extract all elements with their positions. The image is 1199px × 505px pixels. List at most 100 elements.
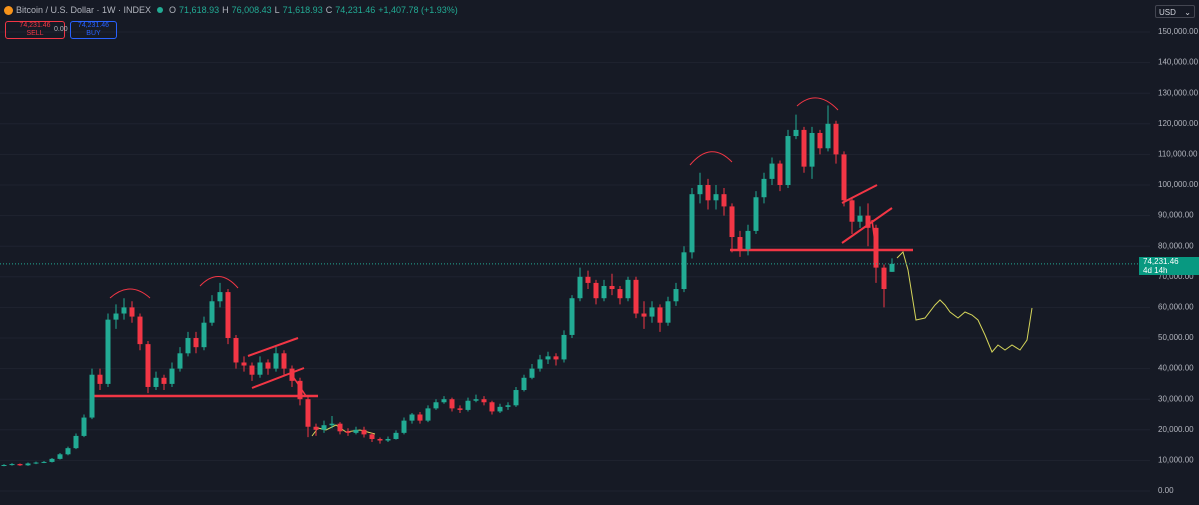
ohlc-label: C	[325, 5, 333, 15]
candle-body	[81, 417, 87, 436]
candle-body	[289, 368, 295, 381]
ohlc-label: O	[169, 5, 177, 15]
candle-body	[761, 178, 767, 198]
candle-body	[161, 377, 167, 384]
y-tick-label: 70,000.00	[1158, 272, 1194, 281]
candle-body	[545, 356, 551, 360]
candle-body	[809, 132, 815, 167]
candle-body	[185, 338, 191, 354]
y-tick-label: 0.00	[1158, 486, 1174, 495]
coin-icon	[4, 5, 13, 15]
ohlc-value: 71,618.93	[282, 5, 323, 15]
candle-body	[849, 200, 855, 222]
candle-body	[593, 282, 599, 299]
candle-body	[25, 463, 31, 466]
sell-price: 74,231.46	[19, 22, 51, 29]
candle-body	[601, 285, 607, 299]
candle-body	[577, 276, 583, 299]
y-tick-label: 50,000.00	[1158, 333, 1194, 342]
candle-body	[745, 230, 751, 250]
candle-body	[257, 362, 263, 375]
y-tick-label: 60,000.00	[1158, 303, 1194, 312]
candle-body	[177, 353, 183, 369]
candle-body	[201, 322, 207, 348]
candle-body	[321, 425, 327, 430]
candle-body	[313, 426, 319, 430]
candle-body	[529, 368, 535, 378]
candle-body	[193, 338, 199, 348]
candle-body	[489, 402, 495, 412]
candle-body	[385, 438, 391, 441]
candle-body	[625, 279, 631, 299]
candle-body	[585, 276, 591, 283]
candle-body	[513, 390, 519, 406]
ohlc-value: 71,618.93	[179, 5, 220, 15]
sell-button[interactable]: 74,231.46 SELL	[5, 21, 65, 39]
candle-body	[49, 458, 55, 462]
y-tick-label: 150,000.00	[1158, 27, 1199, 36]
candle-body	[481, 399, 487, 403]
y-tick-label: 40,000.00	[1158, 364, 1194, 373]
candle-body	[881, 267, 887, 290]
candle-body	[449, 399, 455, 409]
candle-body	[865, 215, 871, 228]
candle-body	[409, 414, 415, 421]
candle-body	[145, 344, 151, 387]
candle-body	[769, 163, 775, 179]
candle-body	[217, 292, 223, 302]
candle-body	[281, 353, 287, 369]
ohlc-value: 74,231.46	[335, 5, 376, 15]
candle-body	[249, 365, 255, 375]
candle-body	[153, 377, 159, 387]
countdown: 4d 14h	[1143, 266, 1168, 275]
arc	[109, 288, 151, 299]
candle-body	[713, 194, 719, 201]
buy-label: BUY	[86, 30, 101, 37]
candle-body	[505, 405, 511, 407]
candle-body	[777, 163, 783, 185]
candle-body	[265, 362, 271, 369]
channel-line	[841, 184, 878, 204]
candle-body	[737, 237, 743, 250]
candle-body	[441, 399, 447, 403]
arc	[796, 97, 839, 111]
candle-body	[705, 185, 711, 201]
symbol-header: Bitcoin / U.S. Dollar · 1W · INDEX O 71,6…	[4, 5, 458, 15]
buy-button[interactable]: 74,231.46 BUY	[70, 21, 117, 39]
drawings	[90, 97, 1033, 437]
candle-body	[753, 197, 759, 231]
candle-body	[857, 215, 863, 222]
candle-body	[433, 402, 439, 409]
y-tick-label: 140,000.00	[1158, 58, 1199, 67]
candle-body	[121, 307, 127, 314]
status-dot	[157, 7, 164, 13]
sell-label: SELL	[26, 30, 44, 37]
candle-body	[617, 289, 623, 299]
y-tick-label: 110,000.00	[1158, 150, 1198, 159]
candle-body	[1, 464, 7, 466]
candle-body	[305, 399, 311, 427]
currency-select[interactable]: USD ⌄	[1155, 5, 1195, 18]
ohlc-label: L	[274, 5, 280, 15]
candle-body	[113, 313, 119, 320]
candle-body	[833, 123, 839, 155]
candle-body	[377, 438, 383, 441]
arc	[689, 151, 733, 166]
candle-body	[57, 454, 63, 459]
candle-body	[841, 154, 847, 201]
y-tick-label: 90,000.00	[1158, 211, 1194, 220]
candle-body	[657, 307, 663, 323]
candle-body	[9, 464, 15, 466]
y-tick-label: 20,000.00	[1158, 425, 1194, 434]
candle-body	[241, 362, 247, 366]
y-tick-label: 130,000.00	[1158, 88, 1199, 97]
ohlc-label: H	[222, 5, 229, 15]
arc	[199, 276, 239, 289]
candle-body	[65, 448, 71, 455]
candle-body	[785, 136, 791, 185]
candle-body	[825, 123, 831, 149]
candle-body	[129, 307, 135, 317]
candle-body	[689, 194, 695, 253]
